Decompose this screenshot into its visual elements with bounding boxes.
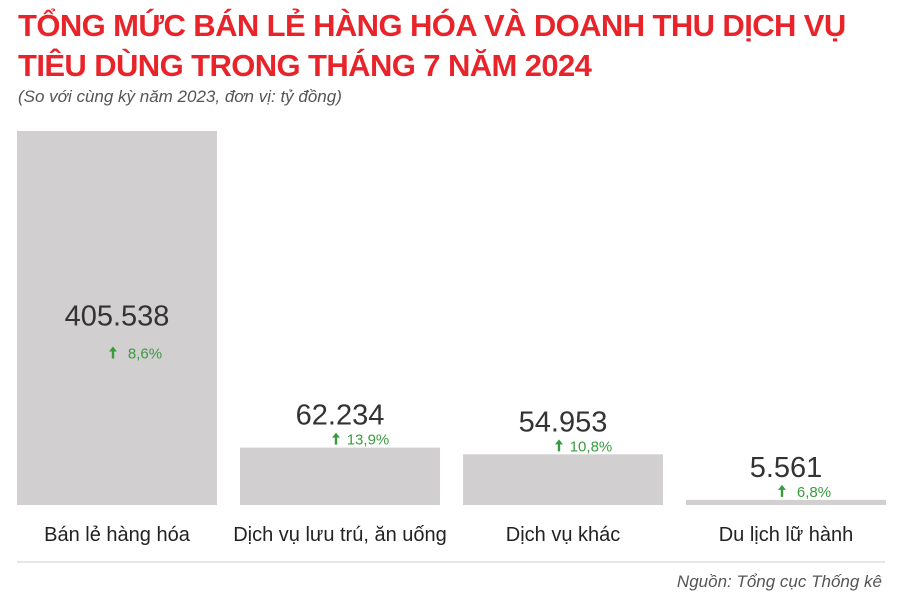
up-arrow-icon (778, 484, 786, 497)
up-arrow-icon (109, 346, 117, 359)
growth-label-1: 8,6% (128, 345, 162, 362)
value-label-4: 5.561 (750, 452, 823, 484)
category-label-4: Du lịch lữ hành (719, 524, 854, 546)
up-arrow-icon (555, 439, 563, 452)
growth-label-2: 13,9% (347, 432, 390, 449)
bar-1 (17, 131, 217, 505)
value-label-2: 62.234 (296, 400, 385, 432)
bar-2 (240, 447, 440, 505)
category-label-1: Bán lẻ hàng hóa (44, 524, 191, 546)
chart-title: TỔNG MỨC BÁN LẺ HÀNG HÓA VÀ DOANH THU DỊ… (18, 8, 846, 83)
category-label-2: Dịch vụ lưu trú, ăn uống (233, 524, 447, 546)
up-arrow-icon (332, 432, 340, 445)
value-label-3: 54.953 (519, 406, 608, 438)
growth-label-3: 10,8% (570, 438, 613, 455)
growth-label-4: 6,8% (797, 484, 831, 501)
value-label-1: 405.538 (65, 300, 170, 332)
chart-subtitle: (So với cùng kỳ năm 2023, đơn vị: tỷ đồn… (18, 87, 342, 106)
category-label-3: Dịch vụ khác (506, 524, 621, 546)
source-note: Nguồn: Tổng cục Thống kê (676, 572, 882, 591)
bar-4 (686, 499, 886, 505)
bar-3 (463, 454, 663, 505)
